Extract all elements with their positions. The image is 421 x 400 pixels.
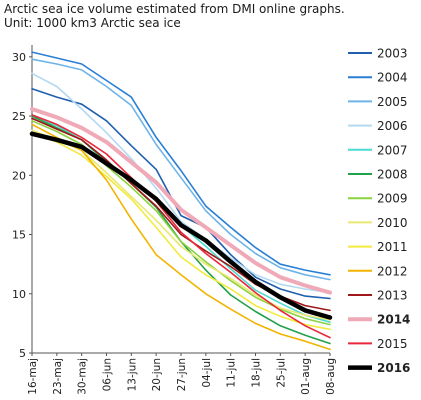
series-lines bbox=[29, 51, 333, 351]
x-tick-label: 27-jun bbox=[176, 358, 188, 391]
y-axis-ticks: 5 10 15 20 25 30 bbox=[12, 51, 32, 360]
legend-label-2011: 2011 bbox=[377, 240, 408, 254]
x-tick-label: 16-maj bbox=[27, 358, 39, 395]
legend-label-2015: 2015 bbox=[377, 337, 408, 351]
chart-title: Arctic sea ice volume estimated from DMI… bbox=[4, 2, 345, 30]
x-tick-label: 11-jul bbox=[226, 358, 238, 388]
series-line-2005 bbox=[31, 58, 331, 281]
y-tick-label: 25 bbox=[12, 110, 26, 123]
series-line-2009 bbox=[31, 120, 331, 326]
legend: 2003 2004 2005 2006 2007 2008 2009 2010 2011 2012… bbox=[348, 47, 410, 375]
series-line-2011 bbox=[31, 131, 331, 331]
legend-label-2005: 2005 bbox=[377, 95, 408, 109]
legend-label-2016: 2016 bbox=[377, 361, 410, 375]
series-line-2012 bbox=[31, 123, 331, 351]
series-line-2015 bbox=[31, 114, 331, 339]
series-line-2004 bbox=[31, 51, 331, 276]
legend-label-2007: 2007 bbox=[377, 143, 408, 157]
x-tick-label: 18-jul bbox=[251, 358, 263, 388]
y-tick-label: 15 bbox=[12, 229, 26, 242]
legend-label-2003: 2003 bbox=[377, 47, 408, 61]
title-line-1: Arctic sea ice volume estimated from DMI… bbox=[4, 2, 345, 16]
legend-label-2006: 2006 bbox=[377, 119, 408, 133]
series-line-2014 bbox=[30, 107, 332, 295]
x-tick-label: 06-jun bbox=[102, 358, 114, 391]
series-line-2003 bbox=[31, 88, 331, 300]
legend-label-2013: 2013 bbox=[377, 289, 408, 303]
legend-label-2010: 2010 bbox=[377, 216, 408, 230]
legend-label-2012: 2012 bbox=[377, 264, 408, 278]
x-tick-label: 23-maj bbox=[52, 358, 64, 395]
y-tick-label: 20 bbox=[12, 169, 26, 182]
x-axis-ticks: 16-maj 23-maj 30-maj 06-jun 13-jun 20-jun 27-j… bbox=[27, 353, 337, 395]
legend-label-2008: 2008 bbox=[377, 168, 408, 182]
plot-axes bbox=[31, 45, 330, 354]
legend-label-2009: 2009 bbox=[377, 192, 408, 206]
x-tick-label: 25-jul bbox=[275, 358, 287, 388]
y-tick-label: 30 bbox=[12, 51, 26, 64]
x-tick-label: 30-maj bbox=[77, 358, 89, 395]
y-tick-label: 10 bbox=[12, 288, 26, 301]
x-tick-label: 08-aug bbox=[325, 358, 337, 395]
series-line-2006 bbox=[31, 72, 331, 294]
title-line-2: Unit: 1000 km3 Arctic sea ice bbox=[4, 16, 181, 30]
x-tick-label: 20-jun bbox=[151, 358, 163, 391]
legend-label-2014: 2014 bbox=[377, 313, 410, 327]
y-tick-label: 5 bbox=[19, 347, 26, 360]
x-tick-label: 13-jun bbox=[126, 358, 138, 391]
x-tick-label: 01-aug bbox=[300, 358, 312, 395]
series-line-2016 bbox=[29, 131, 333, 320]
legend-label-2004: 2004 bbox=[377, 71, 408, 85]
x-tick-label: 04-jul bbox=[201, 358, 213, 388]
